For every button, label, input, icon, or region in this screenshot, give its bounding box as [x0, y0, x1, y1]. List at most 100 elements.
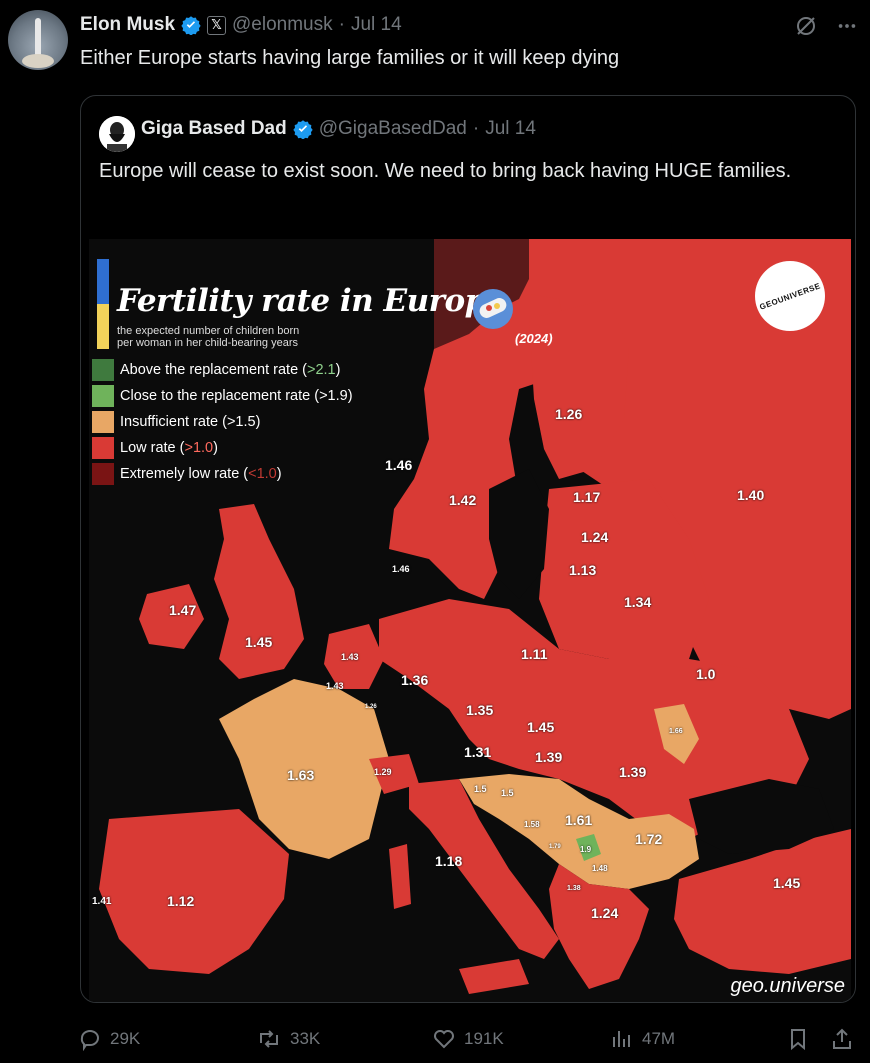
legend-item: Close to the replacement rate (>1.9)	[92, 383, 353, 409]
tweet-action-bar: 29K 33K 191K 47M	[78, 1022, 858, 1056]
share-icon[interactable]	[830, 1027, 854, 1051]
repost-button[interactable]: 33K	[256, 1027, 320, 1051]
reply-button[interactable]: 29K	[78, 1027, 140, 1051]
label-belarus: 1.34	[624, 594, 652, 610]
label-bulgaria: 1.72	[635, 831, 663, 847]
more-options-icon[interactable]	[836, 15, 858, 37]
views-chart-icon	[613, 1031, 630, 1047]
label-montenegro: 1.79	[549, 844, 561, 850]
smoke-image	[22, 54, 54, 68]
label-ukraine: 1.0	[696, 666, 716, 682]
tweet-header: Elon Musk 𝕏 @elonmusk · Jul 14	[80, 12, 402, 38]
label-bosnia: 1.58	[524, 820, 540, 829]
map-year: (2024)	[515, 331, 553, 346]
author-avatar[interactable]	[8, 10, 68, 70]
label-denmark: 1.46	[392, 564, 410, 574]
repost-count: 33K	[290, 1029, 321, 1048]
title-colorbar-icon	[97, 259, 109, 349]
label-hungary: 1.39	[535, 749, 563, 765]
label-ireland: 1.47	[169, 602, 197, 618]
separator-dot: ·	[472, 118, 480, 139]
geouniverse-logo: GEOUNIVERSE	[755, 261, 825, 331]
map-subtitle-line1: the expected number of children born	[117, 325, 300, 337]
map-legend: Above the replacement rate (>2.1) Close …	[92, 357, 353, 487]
quote-author-avatar[interactable]	[99, 116, 135, 152]
repost-icon	[260, 1030, 278, 1048]
label-austria: 1.31	[464, 744, 492, 760]
heart-icon	[434, 1030, 454, 1049]
separator-dot: ·	[338, 14, 345, 35]
legend-swatch	[92, 359, 114, 381]
quote-author-handle[interactable]: @GigaBasedDad	[318, 118, 467, 139]
quote-header: Giga Based Dad @GigaBasedDad · Jul 14	[141, 118, 536, 140]
label-greece: 1.24	[591, 905, 619, 921]
label-kosovo: 1.9	[580, 845, 592, 854]
like-button[interactable]: 191K	[432, 1027, 504, 1051]
legend-swatch	[92, 385, 114, 407]
label-poland: 1.11	[521, 646, 548, 662]
tweet-top-actions	[794, 14, 858, 38]
label-belgium: 1.43	[326, 681, 344, 691]
reply-icon	[80, 1030, 99, 1051]
tweet-text: Either Europe starts having large famili…	[80, 47, 620, 69]
label-lithuania: 1.13	[569, 562, 597, 578]
label-estonia: 1.17	[573, 489, 601, 505]
grok-icon[interactable]	[794, 14, 818, 38]
legend-swatch	[92, 463, 114, 485]
reply-count: 29K	[110, 1029, 141, 1048]
label-switzerland: 1.29	[374, 767, 392, 777]
author-handle[interactable]: @elonmusk	[232, 14, 333, 35]
quote-time[interactable]: Jul 14	[485, 118, 536, 139]
label-moldova: 1.66	[669, 728, 683, 735]
label-spain: 1.12	[167, 893, 195, 909]
label-north-macedonia: 1.48	[592, 864, 608, 873]
label-slovenia: 1.5	[474, 784, 487, 794]
label-romania: 1.39	[619, 764, 647, 780]
map-subtitle-line2: per woman in her child-bearing years	[117, 337, 298, 349]
label-portugal: 1.41	[92, 896, 112, 907]
brand-name: GEOUNIVERSE	[758, 280, 822, 312]
label-latvia: 1.24	[581, 529, 609, 545]
fertility-map-image[interactable]: Fertility rate in Europe the expected nu…	[89, 239, 851, 1002]
label-netherlands: 1.43	[341, 652, 359, 662]
quote-author-name[interactable]: Giga Based Dad	[141, 118, 287, 139]
label-france: 1.63	[287, 767, 315, 783]
legend-swatch	[92, 411, 114, 433]
label-sweden: 1.42	[449, 492, 477, 508]
label-finland: 1.26	[555, 406, 583, 422]
label-norway: 1.46	[385, 457, 413, 473]
bookmark-icon[interactable]	[786, 1027, 810, 1051]
views-button[interactable]: 47M	[610, 1027, 675, 1051]
pills-icon	[473, 289, 513, 329]
legend-swatch	[92, 437, 114, 459]
tweet-time[interactable]: Jul 14	[350, 14, 402, 35]
rocket-image	[35, 18, 41, 62]
legend-item: Extremely low rate (<1.0)	[92, 461, 353, 487]
legend-item: Low rate (>1.0)	[92, 435, 353, 461]
verified-badge-icon	[181, 16, 201, 35]
verified-badge-icon	[293, 120, 313, 139]
label-uk: 1.45	[245, 634, 273, 650]
label-albania: 1.38	[567, 885, 581, 892]
map-subtitle: the expected number of children born per…	[117, 325, 299, 349]
label-slovakia: 1.45	[527, 719, 555, 735]
quoted-tweet[interactable]: Giga Based Dad @GigaBasedDad · Jul 14 Eu…	[80, 95, 856, 1003]
label-italy: 1.18	[435, 853, 463, 869]
like-count: 191K	[464, 1029, 504, 1048]
label-luxembourg: 1.26	[365, 704, 377, 710]
legend-item: Above the replacement rate (>2.1)	[92, 357, 353, 383]
label-germany: 1.36	[401, 672, 429, 688]
author-name[interactable]: Elon Musk	[80, 14, 176, 35]
label-croatia: 1.5	[501, 788, 514, 798]
label-turkey: 1.45	[773, 875, 801, 891]
bearded-man-icon	[99, 116, 135, 152]
legend-item: Insufficient rate (>1.5)	[92, 409, 353, 435]
quote-text: Europe will cease to exist soon. We need…	[99, 160, 792, 182]
views-count: 47M	[642, 1029, 676, 1048]
label-czechia: 1.35	[466, 702, 494, 718]
map-watermark: geo.universe	[730, 975, 845, 997]
label-russia: 1.40	[737, 487, 765, 503]
label-serbia: 1.61	[565, 812, 593, 828]
map-title: Fertility rate in Europe	[117, 283, 506, 319]
x-affiliation-icon: 𝕏	[207, 15, 227, 35]
